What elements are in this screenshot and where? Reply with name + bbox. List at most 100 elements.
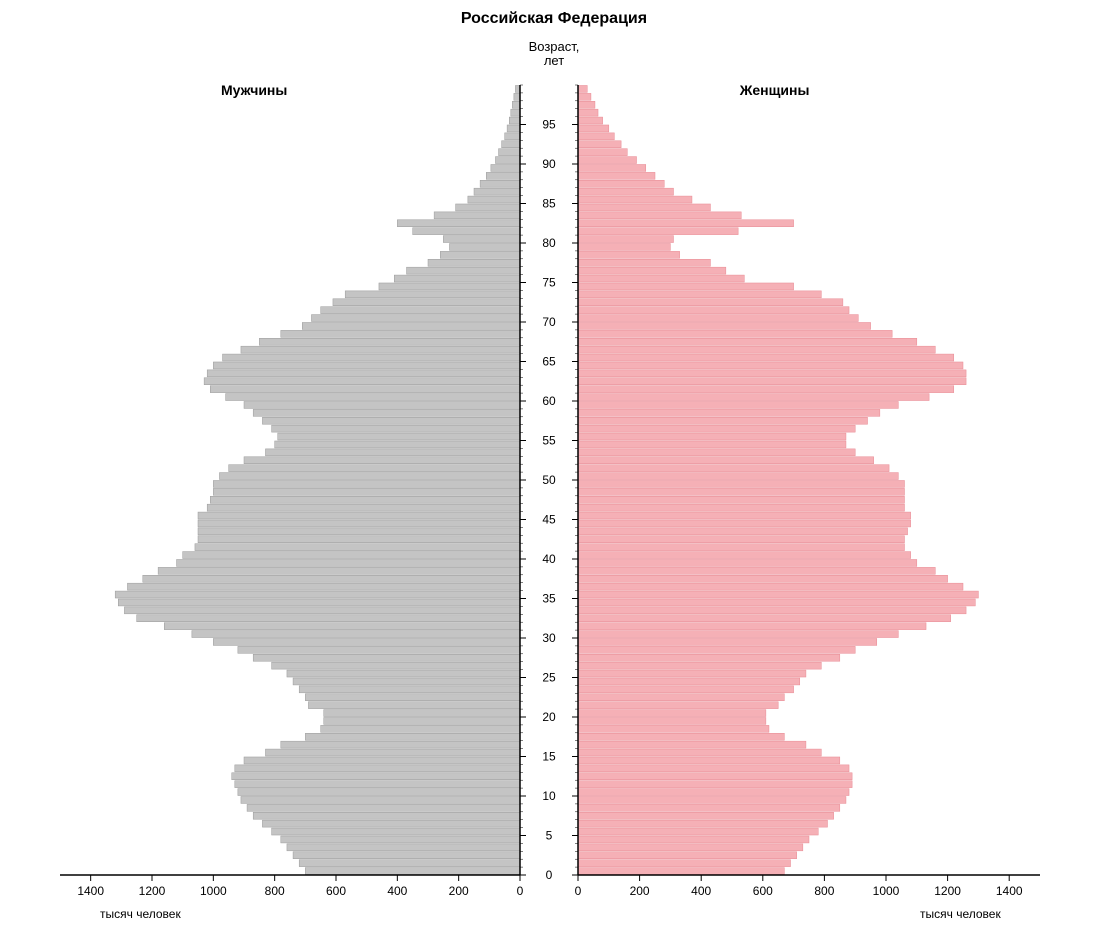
- bar-male: [124, 607, 520, 614]
- bar-female: [578, 544, 904, 551]
- x-tick-label-right: 600: [753, 884, 773, 898]
- bar-female: [578, 480, 904, 487]
- x-axis-label-left: тысяч человек: [100, 907, 181, 921]
- bar-male: [293, 678, 520, 685]
- bar-female: [578, 488, 904, 495]
- bar-male: [223, 354, 520, 361]
- bar-male: [210, 386, 520, 393]
- bar-male: [204, 378, 520, 385]
- bar-female: [578, 370, 966, 377]
- bar-female: [578, 204, 710, 211]
- bar-female: [578, 409, 880, 416]
- bar-male: [499, 149, 520, 156]
- bar-male: [213, 488, 520, 495]
- bar-female: [578, 662, 821, 669]
- bar-female: [578, 567, 935, 574]
- bar-female: [578, 868, 784, 875]
- bar-male: [495, 157, 520, 164]
- chart-subtitle: Возраст, лет: [0, 40, 1108, 69]
- x-tick-label-left: 0: [517, 884, 524, 898]
- bar-male: [262, 820, 520, 827]
- bar-female: [578, 346, 935, 353]
- bar-female: [578, 433, 846, 440]
- bar-male: [272, 662, 520, 669]
- bar-male: [118, 599, 520, 606]
- bar-male: [281, 741, 520, 748]
- y-tick-label: 25: [542, 671, 556, 685]
- bar-female: [578, 220, 794, 227]
- x-tick-label-right: 1200: [934, 884, 961, 898]
- bar-female: [578, 188, 673, 195]
- bar-female: [578, 710, 766, 717]
- bar-female: [578, 93, 591, 100]
- bar-female: [578, 496, 904, 503]
- bar-female: [578, 757, 840, 764]
- bar-male: [308, 702, 520, 709]
- y-tick-label: 40: [542, 552, 556, 566]
- bar-male: [505, 133, 520, 140]
- bar-female: [578, 85, 587, 92]
- bar-male: [287, 844, 520, 851]
- bar-male: [333, 299, 520, 306]
- bar-female: [578, 267, 726, 274]
- bar-female: [578, 504, 904, 511]
- bar-male: [434, 212, 520, 219]
- pyramid-chart: Российская Федерация Возраст, лет Мужчин…: [0, 0, 1108, 941]
- bar-male: [198, 520, 520, 527]
- bar-male: [428, 259, 520, 266]
- y-tick-label: 50: [542, 473, 556, 487]
- y-tick-label: 5: [546, 829, 553, 843]
- bar-female: [578, 765, 849, 772]
- bar-female: [578, 417, 868, 424]
- bar-male: [253, 812, 520, 819]
- bar-male: [486, 172, 520, 179]
- bar-female: [578, 259, 710, 266]
- bar-male: [253, 654, 520, 661]
- bar-female: [578, 394, 929, 401]
- bar-female: [578, 322, 871, 329]
- bar-male: [305, 733, 520, 740]
- bar-female: [578, 291, 821, 298]
- bar-male: [281, 836, 520, 843]
- bar-female: [578, 552, 911, 559]
- x-tick-label-right: 200: [630, 884, 650, 898]
- bar-male: [474, 188, 520, 195]
- bar-male: [213, 362, 520, 369]
- y-tick-label: 85: [542, 197, 556, 211]
- x-tick-label-right: 400: [691, 884, 711, 898]
- bar-male: [305, 868, 520, 875]
- chart-title: Российская Федерация: [0, 10, 1108, 28]
- bar-female: [578, 172, 655, 179]
- bar-male: [394, 275, 520, 282]
- bar-female: [578, 164, 646, 171]
- y-tick-label: 95: [542, 118, 556, 132]
- bar-female: [578, 512, 911, 519]
- bar-female: [578, 631, 898, 638]
- bar-male: [244, 457, 520, 464]
- bar-female: [578, 583, 963, 590]
- bar-male: [272, 828, 520, 835]
- bar-female: [578, 180, 664, 187]
- y-tick-label: 55: [542, 434, 556, 448]
- x-tick-label-left: 1200: [139, 884, 166, 898]
- male-label: Мужчины: [221, 82, 287, 98]
- bar-male: [324, 710, 520, 717]
- bar-female: [578, 354, 954, 361]
- bar-female: [578, 299, 843, 306]
- bar-male: [468, 196, 520, 203]
- bar-female: [578, 449, 855, 456]
- bar-male: [293, 852, 520, 859]
- bar-male: [213, 638, 520, 645]
- bar-male: [127, 583, 520, 590]
- bar-female: [578, 251, 680, 258]
- bar-male: [272, 425, 520, 432]
- bar-female: [578, 789, 849, 796]
- bar-female: [578, 236, 673, 243]
- bar-male: [210, 496, 520, 503]
- bar-male: [241, 796, 520, 803]
- bar-male: [302, 322, 520, 329]
- bar-female: [578, 362, 963, 369]
- bar-male: [379, 283, 520, 290]
- bar-female: [578, 528, 908, 535]
- bar-male: [259, 338, 520, 345]
